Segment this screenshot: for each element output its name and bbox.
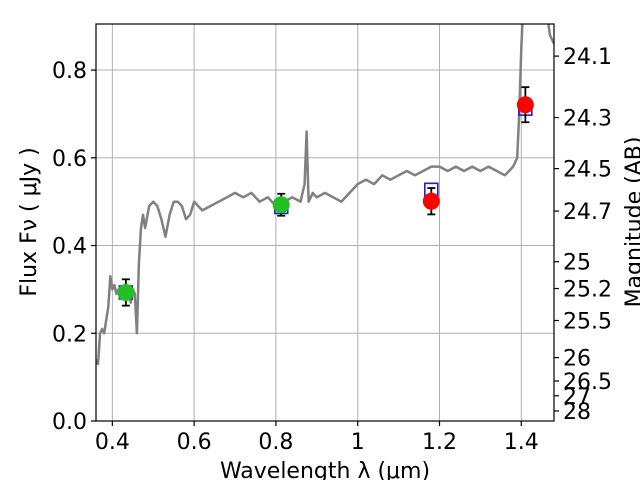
mag-tick-label: 24.3	[563, 107, 612, 132]
markers-layer	[117, 86, 534, 307]
y2-axis-label: Magnitude (AB)	[622, 137, 640, 308]
plot-frame	[95, 23, 555, 422]
mag-tick-label: 24.7	[563, 200, 612, 225]
x-tick-label: 0.6	[177, 430, 212, 455]
spectrum-line	[96, 24, 554, 366]
axes-box	[95, 23, 555, 422]
mag-tick-label: 25.5	[563, 309, 612, 334]
y-tick-label: 0.8	[52, 59, 87, 84]
y-axis-label: Flux Fν ( μJy )	[17, 147, 42, 296]
observed-point	[272, 196, 290, 214]
mag-tick-label: 24.5	[563, 158, 612, 183]
tick-labels: 0.4 0.6 0.8 1 1.2 1.4 0.0 0.2 0.4 0.6 0.8 24.1 24.3 2…	[52, 45, 612, 455]
mag-tick-label: 27	[563, 385, 591, 410]
observed-point	[422, 192, 440, 210]
x-tick-label: 1.2	[422, 430, 457, 455]
x-tick-label: 0.8	[258, 430, 293, 455]
y-tick-label: 0.2	[52, 322, 87, 347]
spectrum-layer	[96, 24, 554, 366]
mag-tick-label: 25.2	[563, 278, 612, 303]
x-axis-label: Wavelength λ (μm)	[220, 459, 430, 480]
x-tick-label: 1	[351, 430, 365, 455]
grid	[96, 24, 554, 422]
y-tick-label: 0.0	[52, 410, 87, 435]
x-tick-label: 1.4	[504, 430, 539, 455]
x-tick-label: 0.4	[95, 430, 130, 455]
observed-point	[117, 283, 135, 301]
mag-tick-label: 24.1	[563, 45, 612, 70]
tick-marks	[91, 55, 559, 426]
y-tick-label: 0.4	[52, 235, 87, 260]
mag-tick-label: 26	[563, 347, 591, 372]
observed-point	[516, 96, 534, 114]
mag-tick-label: 26.5	[563, 370, 612, 395]
mag-tick-label: 25	[563, 251, 591, 276]
mag-tick-label: 28	[563, 400, 591, 425]
y-tick-label: 0.6	[52, 147, 87, 172]
